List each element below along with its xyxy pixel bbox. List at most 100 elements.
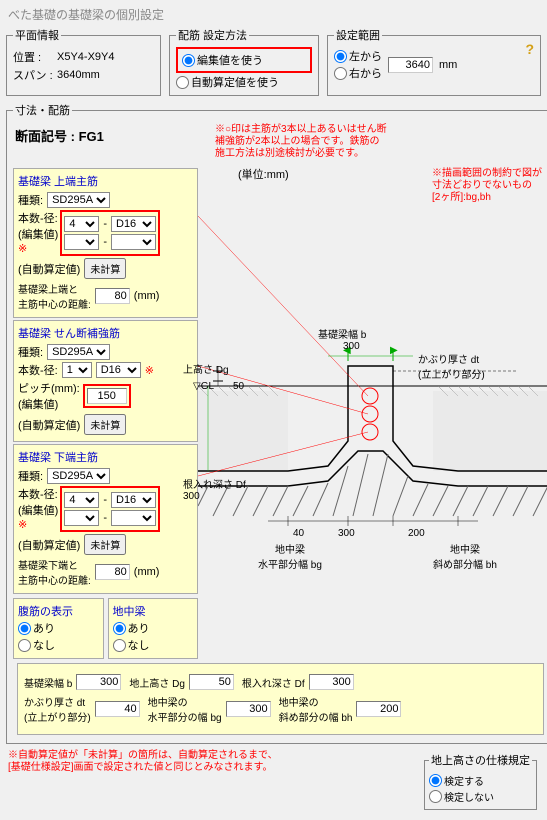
top-auto-btn[interactable]: 未計算 — [84, 258, 126, 279]
method-legend: 配筋 設定方法 — [176, 27, 249, 43]
scope-right-radio[interactable] — [334, 67, 347, 80]
top-dist-unit: (mm) — [134, 290, 160, 302]
top-count2-select[interactable] — [64, 234, 99, 250]
plane-legend: 平面情報 — [13, 27, 61, 43]
top-count-label: 本数-径: — [18, 210, 58, 226]
bot-type-select[interactable]: SD295A — [47, 468, 110, 484]
d300a: 300 — [338, 528, 355, 539]
red-star: ※ — [18, 242, 58, 255]
scope-right-label: 右から — [349, 65, 382, 81]
bot-dist-unit: (mm) — [134, 566, 160, 578]
pos-label: 位置 : — [13, 49, 53, 65]
belly-yes-radio[interactable] — [18, 622, 31, 635]
bottom-inputs: 基礎梁幅 b 地上高さ Dg 根入れ深さ Df かぶり厚さ dt (立上がり部分… — [17, 663, 544, 735]
shear-auto-label: (自動算定値) — [18, 417, 80, 433]
b-input[interactable] — [76, 674, 121, 690]
shear-count-label: 本数-径: — [18, 362, 58, 378]
top-dist-input[interactable] — [95, 288, 130, 304]
bot-dia1-select[interactable]: D16 — [111, 492, 156, 508]
top-type-select[interactable]: SD295A — [47, 192, 110, 208]
shear-dia-select[interactable]: D16 — [96, 362, 141, 378]
red-star: ※ — [145, 364, 154, 377]
bot-auto-label: (自動算定値) — [18, 537, 80, 553]
scope-group: 設定範囲 ? 左から 右から mm — [327, 27, 541, 96]
section-group: 寸法・配筋 断面記号 : FG1 ※○印は主筋が3本以上あるいはせん断 補強筋が… — [6, 102, 547, 744]
bot-rebar-hdr: 基礎梁 下端主筋 — [18, 449, 193, 465]
top-dist-label: 基礎梁上端と 主筋中心の距離: — [18, 281, 91, 311]
bot-dist-label: 基礎梁下端と 主筋中心の距離: — [18, 557, 91, 587]
spec-yes-radio[interactable] — [429, 774, 442, 787]
red-star: ※ — [18, 518, 58, 531]
dg-input[interactable] — [189, 674, 234, 690]
shear-auto-btn[interactable]: 未計算 — [84, 414, 126, 435]
top-rebar-group: 基礎梁 上端主筋 種類: SD295A 本数-径: (編集値) ※ — [13, 168, 198, 318]
scope-legend: 設定範囲 — [334, 27, 382, 43]
bh-input[interactable] — [356, 701, 401, 717]
pos-value: X5Y4-X9Y4 — [57, 51, 114, 63]
top-edit-label: (編集値) — [18, 226, 58, 242]
mid-s-label: 地中梁 斜め部分幅 bh — [433, 541, 497, 571]
gl-label: ▽GL — [193, 381, 214, 392]
plane-info-group: 平面情報 位置 : X5Y4-X9Y4 スパン : 3640mm — [6, 27, 161, 96]
top-auto-label: (自動算定値) — [18, 261, 80, 277]
top-dia2-select[interactable] — [111, 234, 156, 250]
mid-group: 地中梁 あり なし — [108, 598, 199, 659]
span-label: スパン : — [13, 67, 53, 83]
d200: 200 — [408, 528, 425, 539]
df-input[interactable] — [309, 674, 354, 690]
scope-value-input[interactable] — [388, 57, 433, 73]
method-group: 配筋 設定方法 編集値を使う 自動算定値を使う — [169, 27, 319, 96]
span-value: 3640mm — [57, 69, 100, 81]
top-dia1-select[interactable]: D16 — [111, 216, 156, 232]
cross-section-diagram: ◀▶ — [198, 186, 547, 566]
dg-label: 上高さ Dg — [183, 361, 229, 376]
scope-left-radio[interactable] — [334, 50, 347, 63]
bot-count-label: 本数-径: — [18, 486, 58, 502]
df-label: 根入れ深さ Df 300 — [183, 476, 246, 502]
gl-v: 50 — [233, 381, 244, 392]
bot-auto-btn[interactable]: 未計算 — [84, 534, 126, 555]
bot-dia2-select[interactable] — [111, 510, 156, 526]
unit-label: (単位:mm) — [238, 166, 289, 182]
method-auto-label: 自動算定値を使う — [191, 74, 279, 90]
mid-w-label: 地中梁 水平部分幅 bg — [258, 541, 322, 571]
d40: 40 — [293, 528, 304, 539]
method-auto-radio[interactable] — [176, 76, 189, 89]
mid-no-radio[interactable] — [113, 639, 126, 652]
shear-hdr: 基礎梁 せん断補強筋 — [18, 325, 193, 341]
scope-left-label: 左から — [349, 48, 382, 64]
method-edit-radio[interactable] — [182, 54, 195, 67]
shear-pitch-label: ピッチ(mm): — [18, 380, 80, 396]
shear-count-select[interactable]: 1 — [62, 362, 92, 378]
scope-unit: mm — [439, 59, 457, 71]
svg-text:▶: ▶ — [390, 345, 398, 356]
shear-pitch-input[interactable] — [87, 388, 127, 404]
cover-label: かぶり厚さ dt (立上がり部分) — [418, 351, 485, 381]
belly-group: 腹筋の表示 あり なし — [13, 598, 104, 659]
top-count1-select[interactable]: 4 — [64, 216, 99, 232]
beam-width-v: 300 — [343, 341, 360, 352]
window-title: べた基礎の基礎梁の個別設定 — [4, 4, 543, 25]
shear-type-select[interactable]: SD295A — [47, 344, 110, 360]
symbol-value: FG1 — [79, 129, 104, 144]
dt-input[interactable] — [95, 701, 140, 717]
bot-edit-label: (編集値) — [18, 502, 58, 518]
bot-rebar-group: 基礎梁 下端主筋 種類: SD295A 本数-径: (編集値) ※ — [13, 444, 198, 594]
method-edit-label: 編集値を使う — [197, 52, 263, 68]
spec-group: 地上高さの仕様規定 検定する 検定しない — [424, 752, 537, 810]
bot-count1-select[interactable]: 4 — [64, 492, 99, 508]
spec-no-radio[interactable] — [429, 790, 442, 803]
mid-yes-radio[interactable] — [113, 622, 126, 635]
bot-dist-input[interactable] — [95, 564, 130, 580]
section-legend: 寸法・配筋 — [13, 102, 72, 118]
top-rebar-hdr: 基礎梁 上端主筋 — [18, 173, 193, 189]
footer-note: ※自動算定値が「未計算」の箇所は、自動算定されるまで、 [基礎仕様設定]画面で設… — [8, 750, 278, 812]
shear-group: 基礎梁 せん断補強筋 種類: SD295A 本数-径: 1 D16 ※ ピッチ(… — [13, 320, 198, 442]
beam-width-label: 基礎梁幅 b — [318, 330, 366, 341]
bot-count2-select[interactable] — [64, 510, 99, 526]
help-icon[interactable]: ? — [525, 41, 534, 57]
belly-no-radio[interactable] — [18, 639, 31, 652]
top-type-label: 種類: — [18, 192, 43, 208]
note1: ※○印は主筋が3本以上あるいはせん断 補強筋が2本以上の場合です。鉄筋の 施工方… — [213, 122, 389, 162]
bg-input[interactable] — [226, 701, 271, 717]
